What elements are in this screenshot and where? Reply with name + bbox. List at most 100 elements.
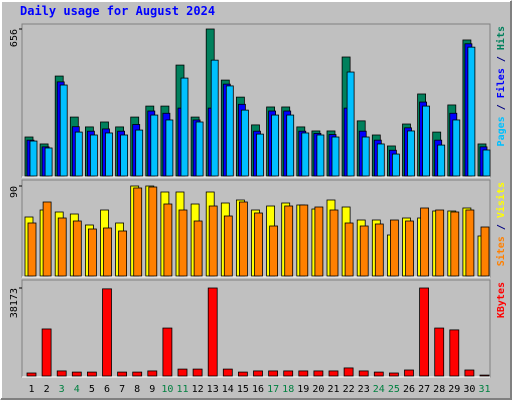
bar <box>419 287 430 377</box>
chart-title: Daily usage for August 2024 <box>20 4 215 18</box>
bar <box>373 371 384 377</box>
bar <box>388 372 399 377</box>
bar <box>467 46 476 177</box>
bar <box>434 327 445 377</box>
bar <box>314 206 324 277</box>
x-tick-label: 11 <box>176 384 188 395</box>
bar <box>163 203 173 277</box>
bar <box>376 143 385 177</box>
bar <box>56 370 67 377</box>
bar <box>283 370 294 377</box>
x-tick-label: 28 <box>433 384 445 395</box>
bar <box>223 215 233 277</box>
x-tick-label: 18 <box>282 384 294 395</box>
legend-entry: Pages <box>496 116 507 146</box>
bar <box>254 212 263 277</box>
bar <box>148 186 158 277</box>
bar <box>271 114 280 177</box>
bar <box>165 119 174 177</box>
bar <box>329 209 339 277</box>
bar <box>358 370 369 377</box>
bar <box>268 370 279 377</box>
x-tick-label: 16 <box>252 384 264 395</box>
bar <box>87 371 97 377</box>
x-tick-label: 31 <box>478 384 490 395</box>
legend: Sites / Visits <box>495 182 507 266</box>
bar <box>147 370 158 377</box>
x-tick-label: 19 <box>297 384 309 395</box>
x-tick-label: 14 <box>222 384 234 395</box>
bar <box>316 134 325 177</box>
bar <box>193 220 203 277</box>
bar <box>192 368 203 377</box>
bar <box>180 77 189 177</box>
bar <box>207 287 218 377</box>
bar <box>120 134 128 177</box>
bar <box>284 205 294 277</box>
bar <box>88 228 97 277</box>
bar <box>450 211 460 277</box>
bar <box>407 130 415 177</box>
bar <box>42 201 52 277</box>
bar <box>405 220 414 277</box>
x-tick-label: 9 <box>149 384 155 395</box>
legend: Pages / Files / Hits <box>495 26 507 146</box>
bar <box>253 370 263 377</box>
legend-entry: Hits <box>495 26 507 50</box>
bar <box>74 131 83 177</box>
x-tick-label: 13 <box>207 384 219 395</box>
x-tick-label: 12 <box>192 384 204 395</box>
bar <box>359 225 369 277</box>
bar <box>178 209 188 277</box>
legend-entry: Sites <box>495 236 507 266</box>
bar <box>72 220 82 277</box>
legend: KBytes <box>496 282 507 318</box>
bar <box>29 140 38 177</box>
x-tick-label: 6 <box>104 384 110 395</box>
bar <box>238 201 248 277</box>
bar <box>150 114 159 177</box>
bar <box>404 369 414 377</box>
legend-entry: KBytes <box>496 282 507 318</box>
x-tick-label: 1 <box>28 384 34 395</box>
bar <box>449 329 460 377</box>
bar <box>299 204 309 277</box>
x-tick-label: 2 <box>44 384 50 395</box>
bar <box>464 369 475 377</box>
x-tick-label: 26 <box>403 384 415 395</box>
bar <box>44 147 53 177</box>
x-tick-label: 8 <box>134 384 140 395</box>
bar <box>210 59 219 177</box>
bar <box>465 209 475 277</box>
x-tick-label: 22 <box>343 384 355 395</box>
bar <box>286 114 295 177</box>
legend-entry: Visits <box>495 182 507 218</box>
legend-separator: / <box>496 50 507 68</box>
x-tick-label: 27 <box>418 384 430 395</box>
bar <box>90 134 98 177</box>
bar <box>102 288 112 377</box>
bar <box>57 217 67 277</box>
bar <box>59 84 68 177</box>
bar <box>195 121 204 177</box>
bar <box>422 105 431 177</box>
x-tick-label: 17 <box>267 384 279 395</box>
bar <box>331 136 340 177</box>
bar <box>452 119 461 177</box>
bar <box>391 153 400 177</box>
y-tick-label: 38173 <box>9 288 20 318</box>
bar <box>177 368 188 377</box>
y-tick-label: 90 <box>9 186 20 198</box>
x-tick-label: 23 <box>358 384 370 395</box>
bar <box>482 149 491 177</box>
bar <box>361 136 370 177</box>
bar <box>225 85 234 177</box>
bar <box>222 368 233 377</box>
x-tick-label: 30 <box>463 384 475 395</box>
bar <box>437 144 446 177</box>
bar <box>313 370 324 377</box>
bar <box>328 370 339 377</box>
